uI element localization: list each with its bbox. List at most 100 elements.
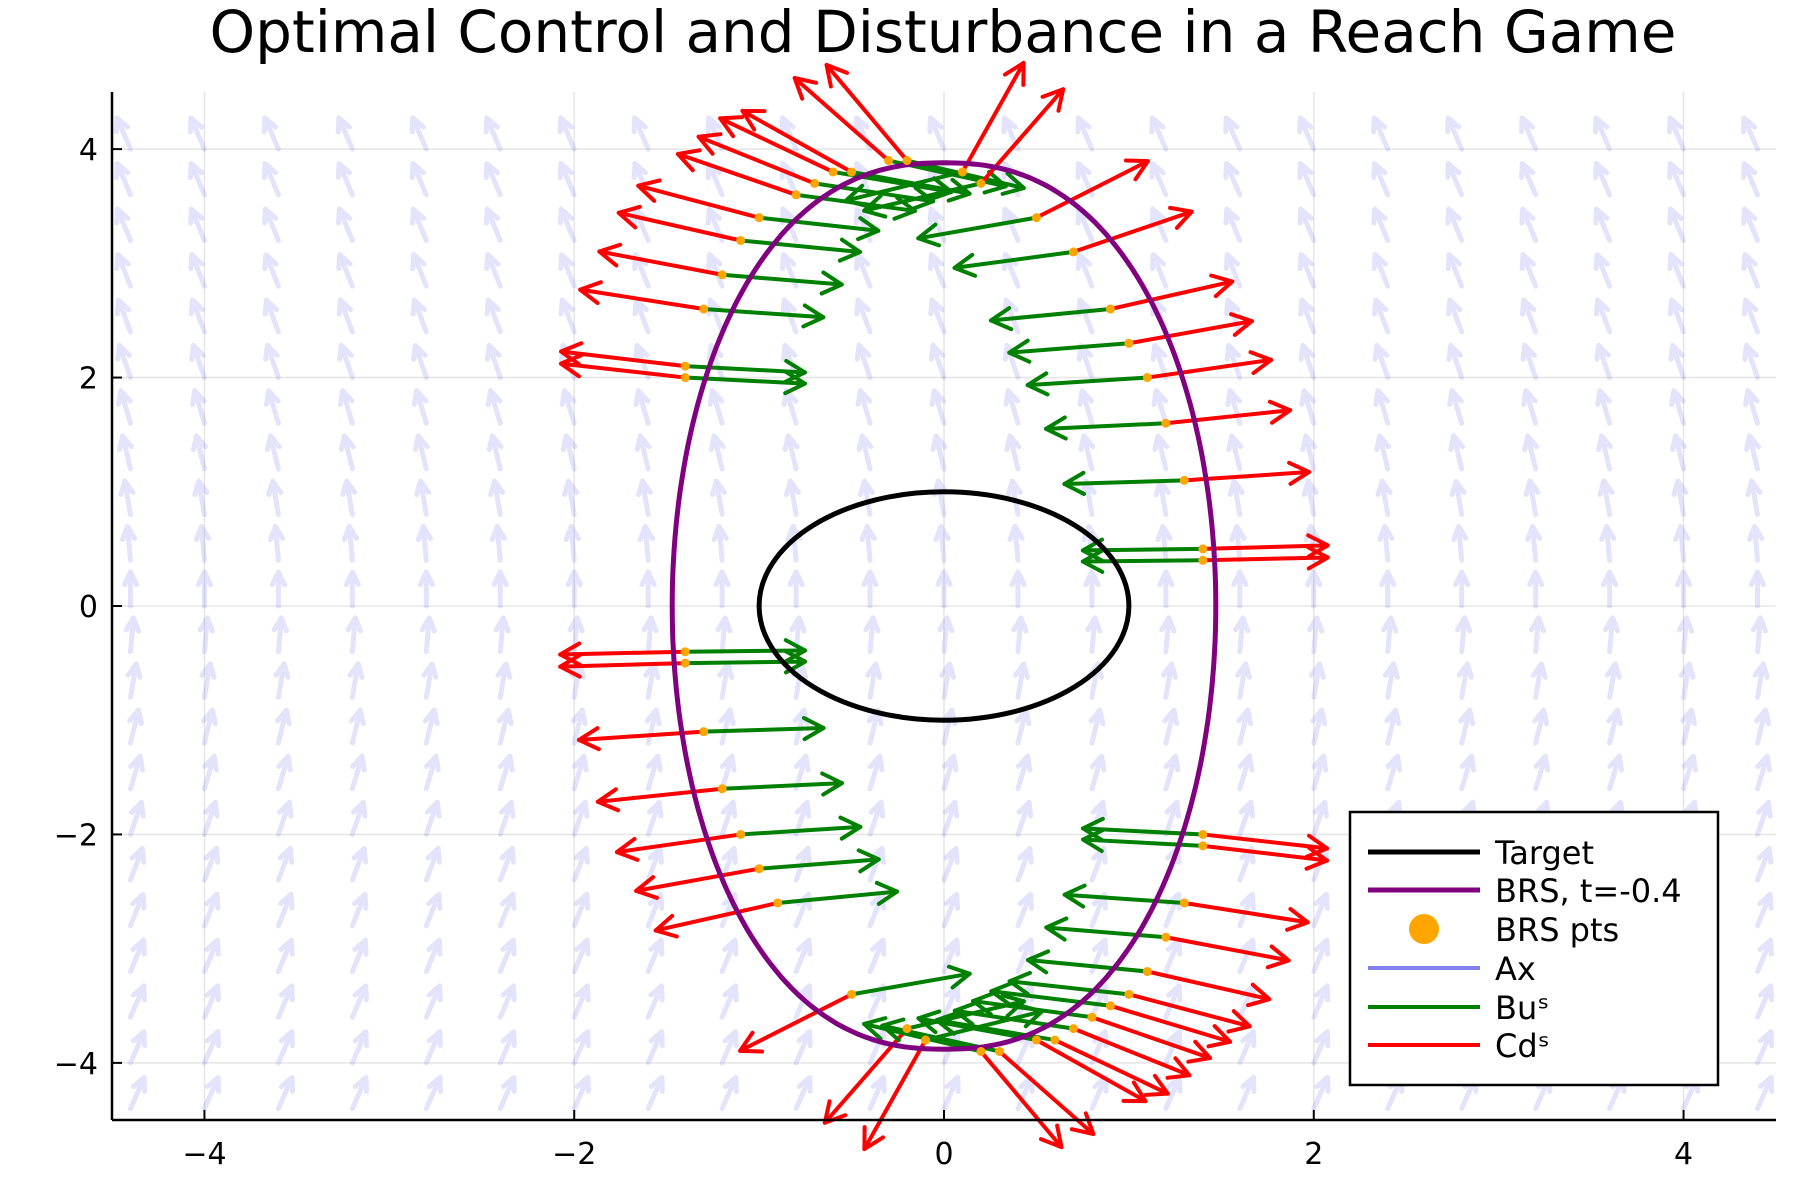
field-arrow-ax: [709, 300, 722, 332]
field-arrow-ax: [1530, 572, 1542, 606]
field-arrow-ax: [1758, 802, 1771, 834]
field-arrow-ax: [648, 940, 662, 971]
control-arrow-bu: [1009, 341, 1129, 362]
disturbance-arrow-cd: [638, 180, 759, 217]
field-arrow-ax: [130, 940, 144, 971]
field-arrow-ax: [1670, 209, 1684, 240]
field-arrow-ax: [1240, 986, 1254, 1017]
field-arrow-ax: [1758, 894, 1772, 926]
legend-label-ax: Ax: [1495, 950, 1536, 988]
field-arrow-ax: [1301, 300, 1314, 332]
field-arrow-ax: [341, 436, 353, 469]
brs-point: [958, 167, 967, 176]
field-arrow-ax: [204, 710, 216, 743]
field-arrow-ax: [348, 618, 360, 652]
field-arrow-ax: [1448, 300, 1461, 332]
field-arrow-ax: [1604, 572, 1616, 606]
brs-point: [755, 213, 764, 222]
field-arrow-ax: [426, 940, 440, 971]
field-arrow-ax: [1240, 756, 1252, 789]
legend-label-target: Target: [1494, 834, 1594, 872]
field-arrow-ax: [563, 436, 575, 469]
field-arrow-ax: [1308, 572, 1320, 606]
disturbance-arrow-cd: [599, 245, 722, 275]
field-arrow-ax: [190, 164, 204, 195]
field-arrow-ax: [1300, 255, 1314, 287]
brs-point: [1143, 373, 1152, 382]
field-arrow-ax: [574, 894, 588, 926]
field-arrow-ax: [1240, 1077, 1254, 1108]
x-tick-label: −4: [182, 1137, 226, 1172]
field-arrow-ax: [722, 986, 736, 1017]
field-arrow-ax: [1388, 756, 1400, 789]
y-tick-label: 4: [79, 133, 98, 168]
field-arrow-ax: [944, 1077, 958, 1108]
field-arrow-ax: [1598, 391, 1610, 424]
brs-point: [718, 784, 727, 793]
field-arrow-ax: [426, 756, 438, 789]
field-arrow-ax: [500, 986, 514, 1017]
brs-point: [718, 270, 727, 279]
brs-point: [1050, 1036, 1059, 1045]
field-arrow-ax: [943, 710, 955, 743]
field-arrow-ax: [1522, 209, 1536, 240]
brs-point: [1198, 544, 1207, 553]
field-arrow-ax: [636, 391, 648, 424]
field-arrow-ax: [1459, 664, 1471, 698]
field-arrow-ax: [130, 1077, 144, 1108]
field-arrow-ax: [130, 986, 144, 1017]
field-arrow-ax: [128, 664, 140, 698]
field-arrow-ax: [1314, 894, 1328, 926]
y-tick-label: −2: [54, 818, 98, 853]
brs-point: [1198, 830, 1207, 839]
field-arrow-ax: [944, 894, 958, 926]
field-arrow-ax: [868, 664, 880, 698]
field-arrow-ax: [1758, 848, 1771, 880]
field-arrow-ax: [574, 848, 587, 880]
field-arrow-ax: [486, 164, 500, 195]
chart-title: Optimal Control and Disturbance in a Rea…: [210, 0, 1677, 66]
field-arrow-ax: [278, 848, 291, 880]
field-arrow-ax: [1382, 572, 1394, 606]
field-arrow-ax: [204, 1032, 218, 1063]
field-arrow-ax: [857, 300, 870, 332]
field-arrow-ax: [1301, 345, 1314, 377]
field-arrow-ax: [1154, 391, 1166, 424]
field-arrow-ax: [415, 436, 427, 469]
field-arrow-ax: [130, 848, 143, 880]
brs-point: [681, 647, 690, 656]
disturbance-arrow-cd: [981, 1051, 1061, 1147]
field-arrow-ax: [1377, 436, 1389, 469]
brs-point: [976, 1047, 985, 1056]
field-arrow-ax: [1313, 710, 1325, 743]
field-arrow-ax: [351, 710, 363, 743]
field-arrow-ax: [1018, 756, 1030, 789]
field-arrow-ax: [1522, 164, 1536, 195]
field-arrow-ax: [1744, 164, 1758, 195]
field-arrow-ax: [1672, 391, 1684, 424]
field-arrow-ax: [339, 300, 352, 332]
field-arrow-ax: [1079, 300, 1092, 332]
disturbance-arrow-cd: [1129, 994, 1250, 1031]
field-arrow-ax: [1536, 756, 1548, 789]
field-arrow-ax: [714, 526, 726, 560]
field-arrow-ax: [278, 710, 290, 743]
field-arrow-ax: [352, 1032, 366, 1063]
field-arrow-ax: [709, 255, 723, 287]
field-arrow-ax: [1152, 164, 1166, 195]
field-arrow-ax: [267, 436, 279, 469]
field-arrow-ax: [120, 436, 132, 469]
field-arrow-ax: [265, 255, 279, 287]
field-arrow-ax: [1236, 618, 1248, 652]
field-arrow-ax: [648, 1077, 662, 1108]
field-arrow-ax: [786, 481, 798, 515]
field-arrow-ax: [1523, 345, 1536, 377]
field-arrow-ax: [1528, 526, 1540, 560]
field-arrow-ax: [1314, 940, 1328, 971]
field-arrow-ax: [204, 986, 218, 1017]
field-arrow-ax: [1166, 894, 1180, 926]
disturbance-arrow-cd: [962, 63, 1023, 172]
legend-label-cd: Cdˢ: [1495, 1027, 1550, 1065]
field-arrow-ax: [1016, 664, 1028, 698]
field-arrow-ax: [352, 986, 366, 1017]
